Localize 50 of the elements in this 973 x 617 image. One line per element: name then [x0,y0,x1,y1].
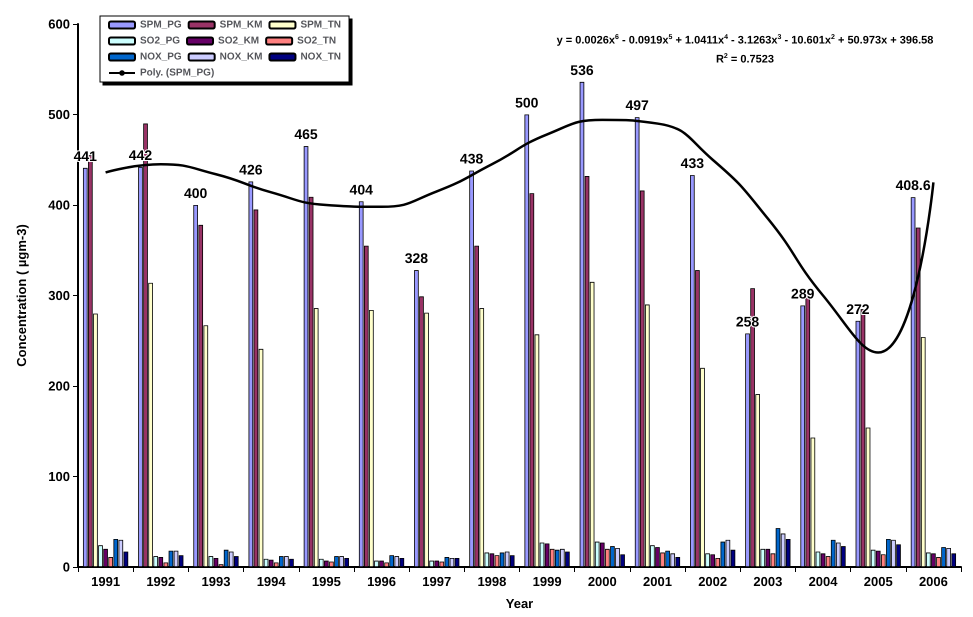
legend-label: SO2_KM [218,36,260,46]
data-label: 465 [294,126,318,142]
legend-label: NOX_TN [300,52,342,62]
y-tick-label: 300 [48,288,70,303]
data-label: 289 [791,285,815,302]
legend-label: NOX_PG [140,52,182,62]
y-tick-label: 0 [62,560,70,574]
legend-label: SO2_PG [140,36,180,46]
data-label: 408.6 [896,177,931,194]
x-tick-label: 1995 [312,574,341,589]
x-tick-label: 2000 [588,574,617,589]
data-label: 497 [625,97,650,114]
x-tick-label: 1992 [146,574,176,589]
x-tick-label: 1993 [202,574,230,589]
y-axis-title: Concentration ( µgm-3) [14,224,29,367]
x-tick-label: 2004 [808,574,838,589]
legend-label: NOX_KM [220,52,262,62]
legend-label: SPM_KM [220,20,262,30]
data-label: 500 [515,94,539,110]
data-label: 272 [846,300,870,317]
legend-label: SPM_PG [140,20,182,30]
x-tick-label: 1994 [256,574,286,589]
y-tick-label: 600 [48,16,70,32]
x-tick-label: 1996 [367,574,396,589]
data-label: 536 [570,62,594,78]
x-tick-label: 2001 [643,574,672,589]
data-label: 328 [404,250,428,266]
y-tick-label: 400 [48,198,70,212]
x-axis-title: Year [506,596,534,611]
x-tick-label: 1999 [532,574,562,589]
x-tick-label: 1991 [91,574,120,589]
data-label: 426 [239,161,263,178]
x-tick-label: 2006 [918,574,948,589]
x-tick-label: 2003 [753,574,782,589]
y-tick-label: 500 [48,107,70,122]
x-tick-label: 1998 [477,574,506,589]
data-label: 433 [680,155,704,172]
y-tick-label: 100 [48,469,70,484]
data-label: 438 [460,150,484,167]
data-label: 400 [184,185,208,201]
legend-label: SPM_TN [300,20,342,30]
annotation: R$^{2}$ = 0.7523 [716,52,774,66]
x-tick-label: 2005 [864,574,893,589]
x-tick-label: 1997 [422,574,452,589]
data-label: 404 [350,181,374,198]
x-tick-label: 2002 [698,574,728,589]
text: y = 0.0026x$^{6}$ - 0.0919x$^{5}$ + 1.0411x$^{4}$ - 3.1263x$^{3}$ - 10.601x$^{2}$ + 50.973x + 396.58 [556,34,934,47]
legend-label: SO2_TN [297,36,336,46]
legend-label: Poly. (SPM_PG) [140,68,214,78]
y-tick-label: 200 [48,378,70,394]
